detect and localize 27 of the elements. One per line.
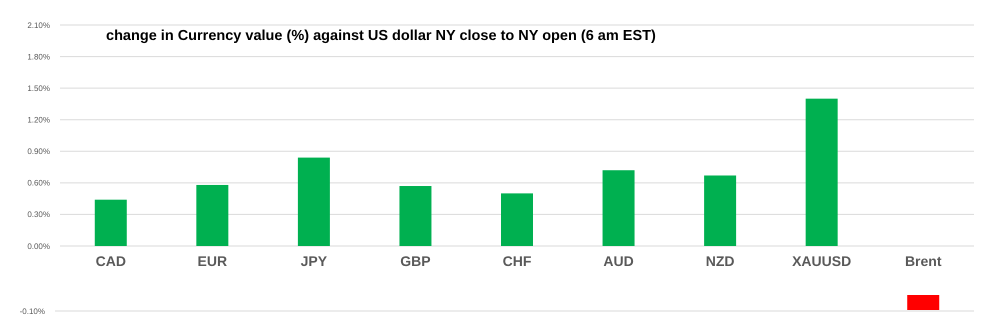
bar — [602, 170, 635, 246]
bar — [806, 98, 838, 246]
x-tick-label: XAUUSD — [792, 253, 852, 269]
bar — [501, 193, 533, 246]
y-tick-label: 1.50% — [27, 84, 50, 93]
text: -0.10% — [20, 306, 45, 316]
x-tick-label: CAD — [96, 253, 126, 269]
x-tick-label: GBP — [400, 253, 431, 269]
y-tick-label: 0.90% — [27, 147, 50, 156]
y-tick-label: 1.20% — [27, 116, 50, 125]
y-tick-label: 0.00% — [27, 242, 50, 251]
y-tick-label: 2.10% — [27, 20, 50, 30]
x-tick-label: Brent — [904, 253, 942, 269]
x-tick-label: EUR — [198, 253, 228, 269]
y-tick-label: 0.30% — [27, 210, 50, 220]
bar — [196, 184, 228, 246]
bar — [298, 158, 330, 246]
x-tick-label: JPY — [300, 253, 328, 269]
bar — [399, 186, 432, 246]
chart-title: change in Currency value (%) against US dollar NY close to NY open (6 am EST) — [106, 28, 656, 44]
x-tick-label: NZD — [706, 253, 734, 269]
x-tick-label: AUD — [603, 253, 634, 269]
bar — [94, 200, 127, 246]
y-tick-label: 0.60% — [27, 178, 50, 188]
x-tick-label: CHF — [502, 253, 532, 269]
y-tick-label: 1.80% — [27, 52, 50, 62]
bar — [704, 175, 736, 246]
